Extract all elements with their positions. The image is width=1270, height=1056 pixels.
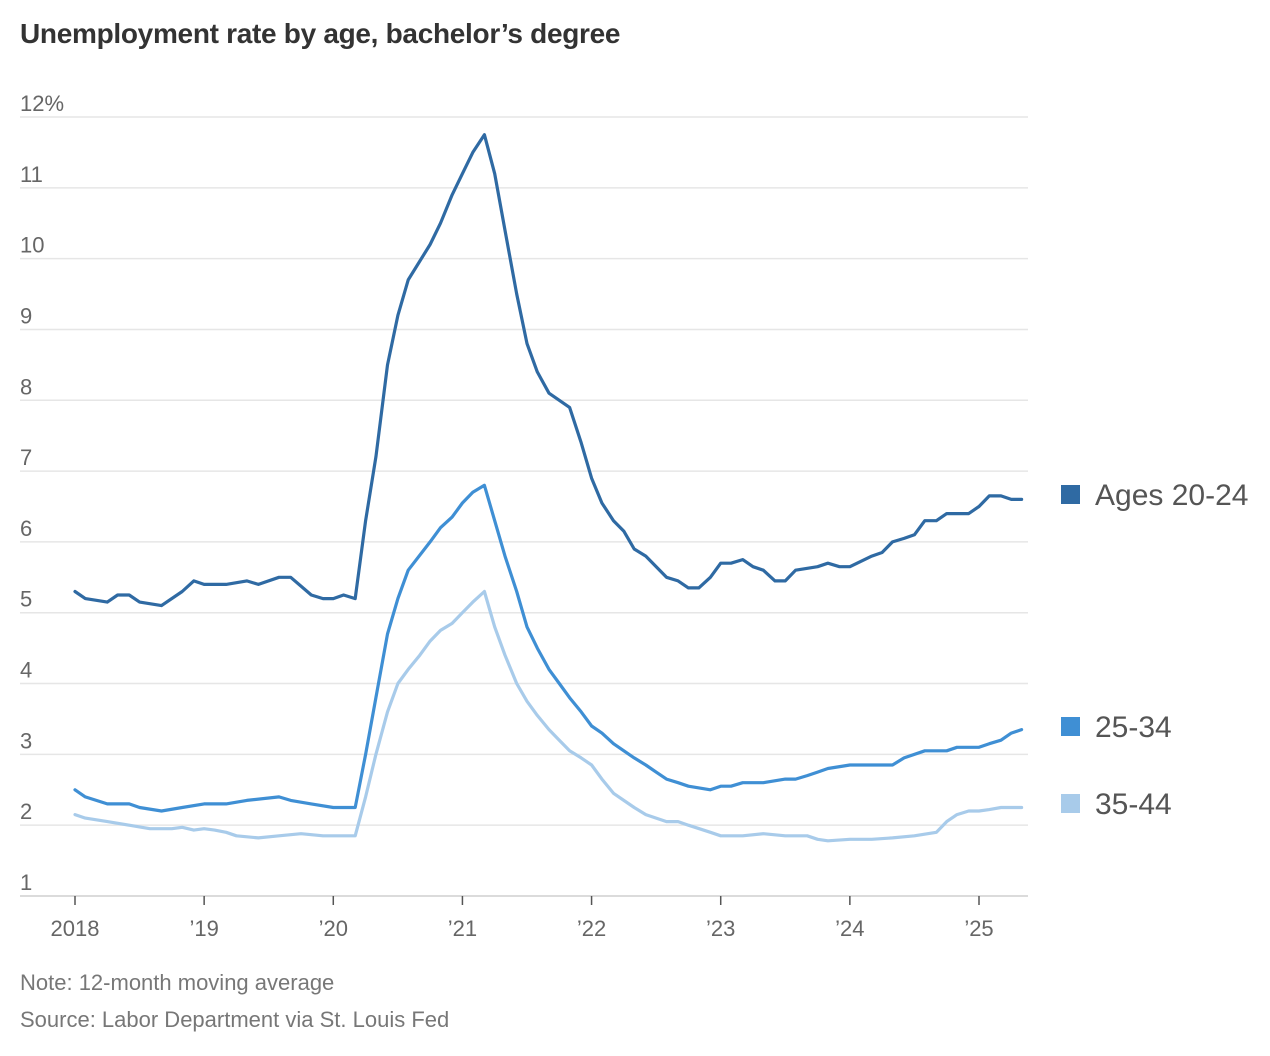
legend-label: 25-34 (1095, 711, 1172, 744)
y-tick-label: 1 (20, 870, 32, 895)
chart-source: Source: Labor Department via St. Louis F… (20, 1007, 450, 1032)
y-tick-label: 3 (20, 728, 32, 753)
chart-note: Note: 12-month moving average (20, 970, 335, 995)
legend-label: 35-44 (1095, 788, 1172, 821)
x-tick-label: ’19 (189, 916, 218, 941)
legend: Ages 20-24 25-34 35-44 (1061, 479, 1248, 821)
x-tick-label: 2018 (51, 916, 100, 941)
y-axis: 1 2 3 4 5 6 7 8 9 10 11 12% (20, 91, 64, 895)
series-line-1 (73, 483, 1024, 813)
chart-title: Unemployment rate by age, bachelor’s deg… (20, 18, 621, 49)
series-line-0 (73, 133, 1024, 608)
y-tick-label: 2 (20, 799, 32, 824)
series-line-2 (73, 589, 1024, 843)
x-tick-label: ’21 (448, 916, 477, 941)
legend-swatch (1061, 794, 1080, 813)
series-lines (73, 133, 1024, 843)
legend-swatch (1061, 485, 1080, 504)
x-tick-label: ’23 (706, 916, 735, 941)
y-tick-label: 11 (20, 162, 43, 187)
y-tick-label: 10 (20, 233, 44, 258)
y-tick-label: 7 (20, 445, 32, 470)
x-tick-label: ’25 (964, 916, 993, 941)
legend-swatch (1061, 717, 1080, 736)
y-tick-label: 9 (20, 303, 32, 328)
x-tick-label: ’20 (319, 916, 348, 941)
y-tick-label: 6 (20, 516, 32, 541)
y-tick-label: 4 (20, 658, 32, 683)
y-tick-label: 8 (20, 374, 32, 399)
y-tick-label: 12% (20, 91, 64, 116)
legend-label: Ages 20-24 (1095, 479, 1248, 512)
x-tick-label: ’22 (577, 916, 606, 941)
gridlines (20, 116, 1028, 897)
y-tick-label: 5 (20, 587, 32, 612)
x-tick-label: ’24 (835, 916, 864, 941)
x-axis: 2018 ’19 ’20 ’21 ’22 ’23 ’24 ’25 (51, 896, 994, 941)
